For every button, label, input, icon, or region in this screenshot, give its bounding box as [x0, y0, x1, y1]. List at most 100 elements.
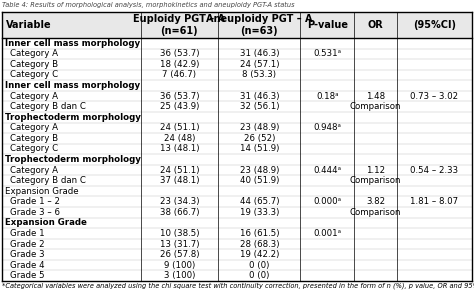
- Text: Comparison: Comparison: [350, 208, 401, 217]
- Text: Category C: Category C: [10, 71, 58, 79]
- Text: Expansion Grade: Expansion Grade: [5, 187, 79, 196]
- Text: 24 (57.1): 24 (57.1): [239, 60, 279, 69]
- Bar: [2, 101, 472, 112]
- Text: 25 (43.9): 25 (43.9): [160, 102, 199, 111]
- Text: 23 (34.3): 23 (34.3): [160, 197, 199, 206]
- Bar: [2, 80, 472, 91]
- Text: 0 (0): 0 (0): [249, 261, 270, 270]
- Text: Table 4: Results of morphological analysis, morphokinetics and aneuploidy PGT-A : Table 4: Results of morphological analys…: [2, 2, 295, 8]
- Text: 26 (57.8): 26 (57.8): [160, 250, 199, 259]
- Bar: [2, 91, 472, 101]
- Text: 10 (38.5): 10 (38.5): [160, 229, 199, 238]
- Text: Inner cell mass morphology: Inner cell mass morphology: [5, 39, 140, 48]
- Text: 31 (46.3): 31 (46.3): [239, 92, 279, 101]
- Text: 24 (51.1): 24 (51.1): [160, 123, 199, 132]
- Text: 0.444ᵃ: 0.444ᵃ: [313, 165, 341, 175]
- Text: 1.12: 1.12: [366, 165, 385, 175]
- Text: Grade 1: Grade 1: [10, 229, 45, 238]
- Text: 14 (51.9): 14 (51.9): [240, 145, 279, 153]
- Bar: [2, 249, 472, 260]
- Text: 36 (53.7): 36 (53.7): [160, 92, 199, 101]
- Text: Expansion Grade: Expansion Grade: [5, 218, 87, 227]
- Bar: [2, 186, 472, 196]
- Bar: [2, 154, 472, 165]
- Text: 23 (48.9): 23 (48.9): [240, 123, 279, 132]
- Text: 13 (31.7): 13 (31.7): [160, 240, 199, 248]
- Text: 24 (51.1): 24 (51.1): [160, 165, 199, 175]
- Bar: [2, 49, 472, 59]
- Text: (95%CI): (95%CI): [413, 20, 456, 30]
- Text: Grade 3: Grade 3: [10, 250, 45, 259]
- Bar: [2, 122, 472, 133]
- Text: Inner cell mass morphology: Inner cell mass morphology: [5, 81, 140, 90]
- Text: Euploidy PGT – A
(n=61): Euploidy PGT – A (n=61): [133, 14, 226, 36]
- Text: 0.18ᵃ: 0.18ᵃ: [316, 92, 339, 101]
- Text: 3.82: 3.82: [366, 197, 385, 206]
- Bar: [2, 70, 472, 80]
- Text: Category B dan C: Category B dan C: [10, 102, 86, 111]
- Text: Grade 4: Grade 4: [10, 261, 45, 270]
- Text: Category A: Category A: [10, 123, 58, 132]
- Bar: [2, 144, 472, 154]
- Bar: [2, 12, 472, 38]
- Text: 31 (46.3): 31 (46.3): [239, 49, 279, 58]
- Text: 28 (68.3): 28 (68.3): [239, 240, 279, 248]
- Text: Category C: Category C: [10, 145, 58, 153]
- Text: Comparison: Comparison: [350, 176, 401, 185]
- Bar: [2, 239, 472, 249]
- Bar: [2, 207, 472, 218]
- Text: 36 (53.7): 36 (53.7): [160, 49, 199, 58]
- Text: Grade 1 – 2: Grade 1 – 2: [10, 197, 60, 206]
- Text: 19 (33.3): 19 (33.3): [240, 208, 279, 217]
- Text: OR: OR: [368, 20, 383, 30]
- Bar: [2, 260, 472, 271]
- Text: 24 (48): 24 (48): [164, 134, 195, 143]
- Text: Category B: Category B: [10, 60, 58, 69]
- Text: 3 (100): 3 (100): [164, 271, 195, 280]
- Text: Comparison: Comparison: [350, 102, 401, 111]
- Text: 23 (48.9): 23 (48.9): [240, 165, 279, 175]
- Text: Aneuploidy PGT – A
(n=63): Aneuploidy PGT – A (n=63): [206, 14, 312, 36]
- Text: Category A: Category A: [10, 92, 58, 101]
- Text: Grade 2: Grade 2: [10, 240, 45, 248]
- Text: P-value: P-value: [307, 20, 348, 30]
- Text: Grade 5: Grade 5: [10, 271, 45, 280]
- Text: Category A: Category A: [10, 165, 58, 175]
- Text: 37 (48.1): 37 (48.1): [160, 176, 199, 185]
- Text: Category B dan C: Category B dan C: [10, 176, 86, 185]
- Bar: [2, 165, 472, 175]
- Text: 1.81 – 8.07: 1.81 – 8.07: [410, 197, 458, 206]
- Text: 0.73 – 3.02: 0.73 – 3.02: [410, 92, 458, 101]
- Text: 26 (52): 26 (52): [244, 134, 275, 143]
- Text: Trophectoderm morphology: Trophectoderm morphology: [5, 113, 141, 122]
- Text: 0.948ᵃ: 0.948ᵃ: [313, 123, 341, 132]
- Text: 38 (66.7): 38 (66.7): [160, 208, 199, 217]
- Bar: [2, 228, 472, 239]
- Bar: [2, 38, 472, 49]
- Text: 0 (0): 0 (0): [249, 271, 270, 280]
- Bar: [2, 196, 472, 207]
- Text: 9 (100): 9 (100): [164, 261, 195, 270]
- Text: Variable: Variable: [6, 20, 52, 30]
- Text: 0.54 – 2.33: 0.54 – 2.33: [410, 165, 458, 175]
- Bar: [2, 59, 472, 70]
- Text: 0.001ᵃ: 0.001ᵃ: [313, 229, 341, 238]
- Text: 7 (46.7): 7 (46.7): [163, 71, 196, 79]
- Text: Category A: Category A: [10, 49, 58, 58]
- Text: 40 (51.9): 40 (51.9): [240, 176, 279, 185]
- Bar: [2, 175, 472, 186]
- Text: 32 (56.1): 32 (56.1): [239, 102, 279, 111]
- Text: 1.48: 1.48: [366, 92, 385, 101]
- Text: Category B: Category B: [10, 134, 58, 143]
- Bar: [2, 133, 472, 144]
- Text: 16 (61.5): 16 (61.5): [239, 229, 279, 238]
- Text: Trophectoderm morphology: Trophectoderm morphology: [5, 155, 141, 164]
- Text: 18 (42.9): 18 (42.9): [160, 60, 199, 69]
- Bar: [2, 112, 472, 122]
- Text: 0.000ᵃ: 0.000ᵃ: [313, 197, 341, 206]
- Text: 13 (48.1): 13 (48.1): [160, 145, 199, 153]
- Bar: [2, 271, 472, 281]
- Bar: [2, 218, 472, 228]
- Text: 19 (42.2): 19 (42.2): [240, 250, 279, 259]
- Text: *Categorical variables were analyzed using the chi square test with continuity c: *Categorical variables were analyzed usi…: [2, 282, 474, 289]
